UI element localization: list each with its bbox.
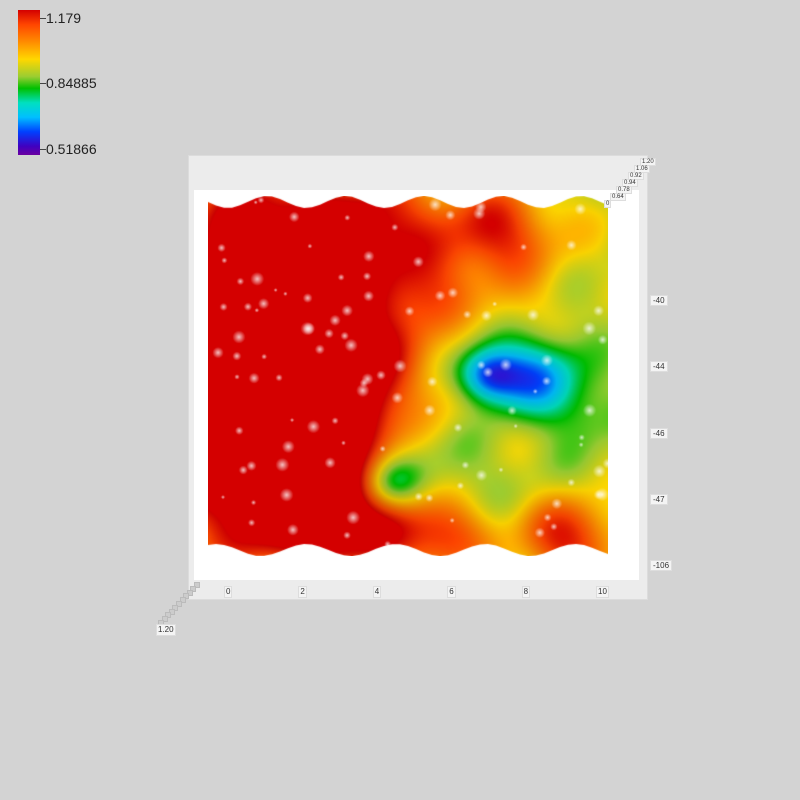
y-tick-2: -46 <box>650 428 668 439</box>
x-tick-0: 0 <box>224 586 232 598</box>
colorbar <box>18 10 40 155</box>
z-tick-6: 0 <box>604 200 611 208</box>
surface-plot <box>208 196 608 556</box>
x-tick-2: 4 <box>373 586 381 598</box>
legend-label-0: 1.179 <box>46 10 81 26</box>
legend-label-2: 0.51866 <box>46 141 97 157</box>
legend-label-1: 0.84885 <box>46 75 97 91</box>
near-axis-end-label: 1.20 <box>156 624 176 636</box>
x-tick-5: 10 <box>596 586 609 598</box>
y-tick-1: -44 <box>650 361 668 372</box>
y-tick-4: -106 <box>650 560 672 571</box>
x-tick-4: 8 <box>522 586 530 598</box>
x-tick-1: 2 <box>298 586 306 598</box>
x-tick-3: 6 <box>447 586 455 598</box>
z-tick-5: 0.64 <box>610 193 626 201</box>
y-tick-3: -47 <box>650 494 668 505</box>
y-tick-0: -40 <box>650 295 668 306</box>
